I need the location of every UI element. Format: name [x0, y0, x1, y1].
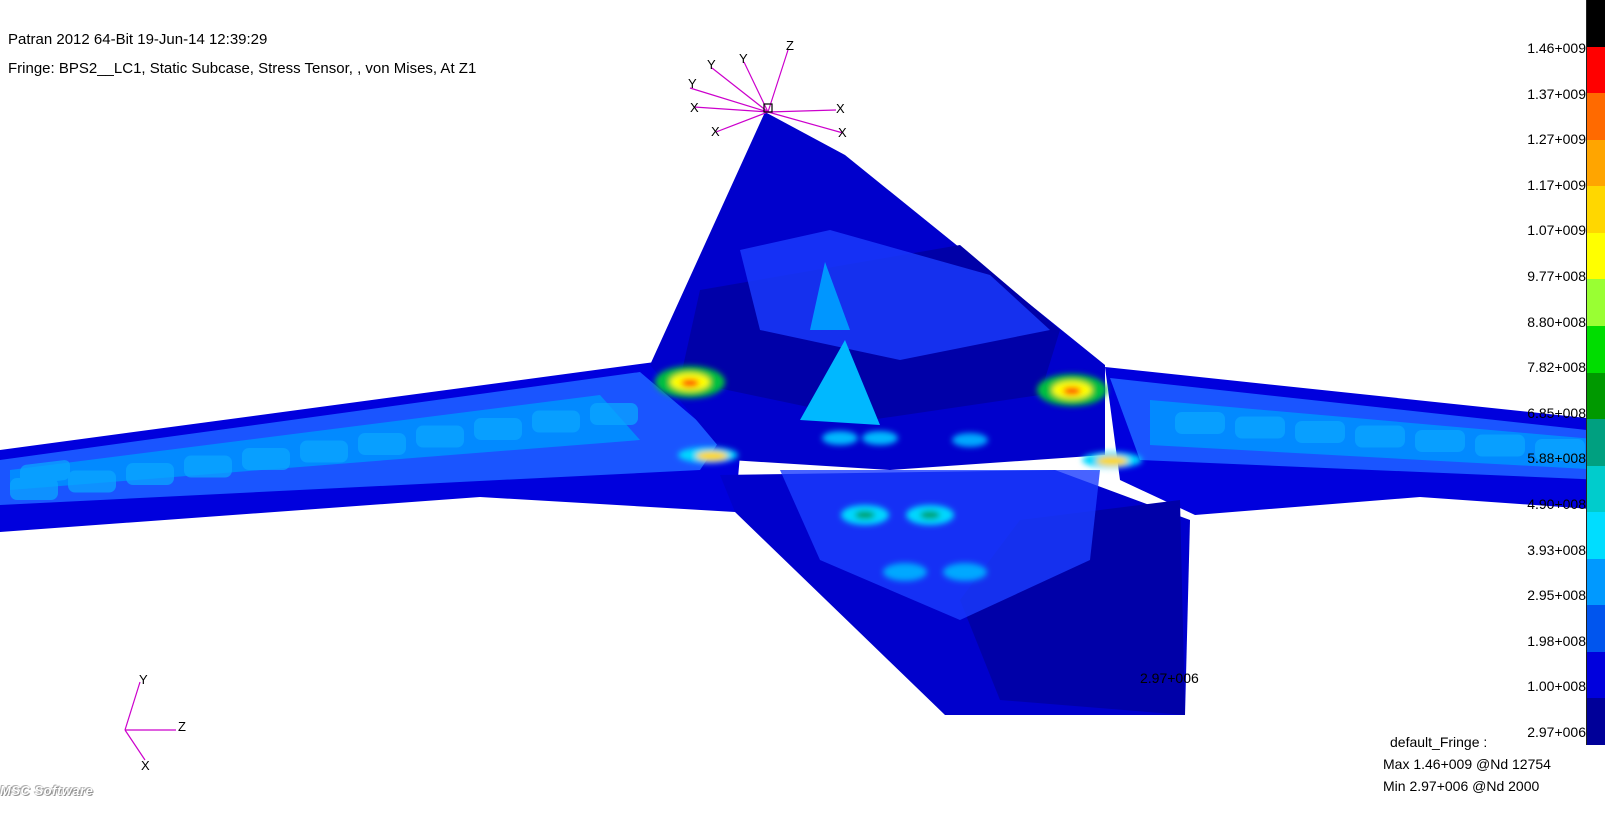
msc-software-logo: MSC Software: [0, 783, 94, 798]
color-bar-segment: [1587, 558, 1605, 606]
triad-top-label: Y: [688, 76, 697, 91]
wing-cell: [1415, 430, 1465, 452]
triad-top-label: X: [711, 124, 720, 139]
color-bar-segment: [1587, 93, 1605, 140]
viewport-title: Patran 2012 64-Bit 19-Jun-14 12:39:29: [8, 31, 268, 48]
color-bar-segment: [1587, 279, 1605, 326]
min-node-annotation: 2.97+006: [1140, 670, 1199, 686]
view-triad-bottom: [124, 681, 176, 761]
legend-label: 1.98+008: [1527, 632, 1586, 649]
wing-cell: [1355, 425, 1405, 448]
wing-cell: [358, 433, 406, 455]
color-bar-segment: [1587, 419, 1605, 466]
fringe-description: Fringe: BPS2__LC1, Static Subcase, Stres…: [8, 60, 477, 77]
left-wing-cells: [10, 403, 638, 500]
wing-cell: [242, 448, 290, 470]
legend-label: 6.85+008: [1527, 404, 1586, 421]
legend-label: 2.97+006: [1527, 724, 1586, 740]
triad-top-label: Z: [786, 38, 794, 53]
color-bar-segment: [1587, 186, 1605, 233]
coordinate-triad-top-labels: Z Y Y Y X X X X: [688, 38, 847, 140]
legend-label: 7.82+008: [1527, 359, 1586, 376]
color-bar-segment: [1587, 698, 1605, 745]
legend-label: 1.37+009: [1527, 85, 1586, 102]
wing-cell: [184, 455, 232, 478]
legend-label: 4.90+008: [1527, 496, 1586, 512]
wing-cell: [532, 410, 580, 433]
legend-label: 1.46+009: [1527, 40, 1586, 56]
legend-label: 9.77+008: [1527, 268, 1586, 284]
legend-label: 1.00+008: [1527, 678, 1586, 695]
color-bar-segment: [1587, 46, 1605, 94]
legend-label: 8.80+008: [1527, 313, 1586, 330]
triad-top-label: Y: [739, 51, 748, 66]
view-triad-x-label: X: [141, 758, 150, 773]
wing-cell: [126, 463, 174, 485]
color-bar-segment: [1587, 325, 1605, 373]
fringe-color-bar: [1586, 0, 1605, 745]
coordinate-triad-top: [689, 49, 844, 134]
wing-cell: [10, 478, 58, 500]
color-bar-segment: [1587, 465, 1605, 513]
wing-cell: [68, 470, 116, 493]
legend-label: 1.27+009: [1527, 131, 1586, 148]
upper-panel-spike: [810, 262, 850, 330]
stress-hotspots: [655, 366, 1142, 581]
fringe-max: Max 1.46+009 @Nd 12754: [1383, 756, 1551, 772]
legend-label: 2.95+008: [1527, 587, 1586, 604]
legend-label: 5.88+008: [1527, 450, 1586, 467]
fringe-name: default_Fringe :: [1390, 734, 1488, 750]
triad-top-label: X: [838, 125, 847, 140]
fe-mesh[interactable]: [0, 112, 1605, 715]
view-triad-z-label: Z: [178, 719, 186, 734]
wing-cell: [474, 418, 522, 440]
wing-cell: [300, 440, 348, 463]
view-triad-y-label: Y: [139, 672, 148, 687]
wing-cell: [590, 403, 638, 425]
legend-label: 3.93+008: [1527, 541, 1586, 558]
triad-top-label: X: [836, 101, 845, 116]
color-bar-segment: [1587, 651, 1605, 699]
triad-top-label: X: [690, 100, 699, 115]
wing-cell: [1235, 416, 1285, 439]
color-bar-segment: [1587, 372, 1605, 420]
color-bar-segment: [1587, 139, 1605, 187]
wing-cell: [1175, 412, 1225, 434]
wing-cell: [1475, 434, 1525, 457]
color-bar-segment: [1587, 0, 1605, 47]
legend-label: 1.17+009: [1527, 176, 1586, 193]
color-bar-segment: [1587, 605, 1605, 652]
legend-label: 1.07+009: [1527, 222, 1586, 239]
upper-panel-spike-2: [800, 340, 880, 425]
triad-top-label: Y: [707, 57, 716, 72]
color-bar-segment: [1587, 232, 1605, 280]
fringe-min: Min 2.97+006 @Nd 2000: [1383, 778, 1540, 794]
wing-cell: [1295, 421, 1345, 443]
color-bar-segment: [1587, 512, 1605, 559]
wing-cell: [1535, 439, 1585, 461]
wing-cell: [416, 425, 464, 448]
right-wing-cells: [1175, 412, 1585, 461]
